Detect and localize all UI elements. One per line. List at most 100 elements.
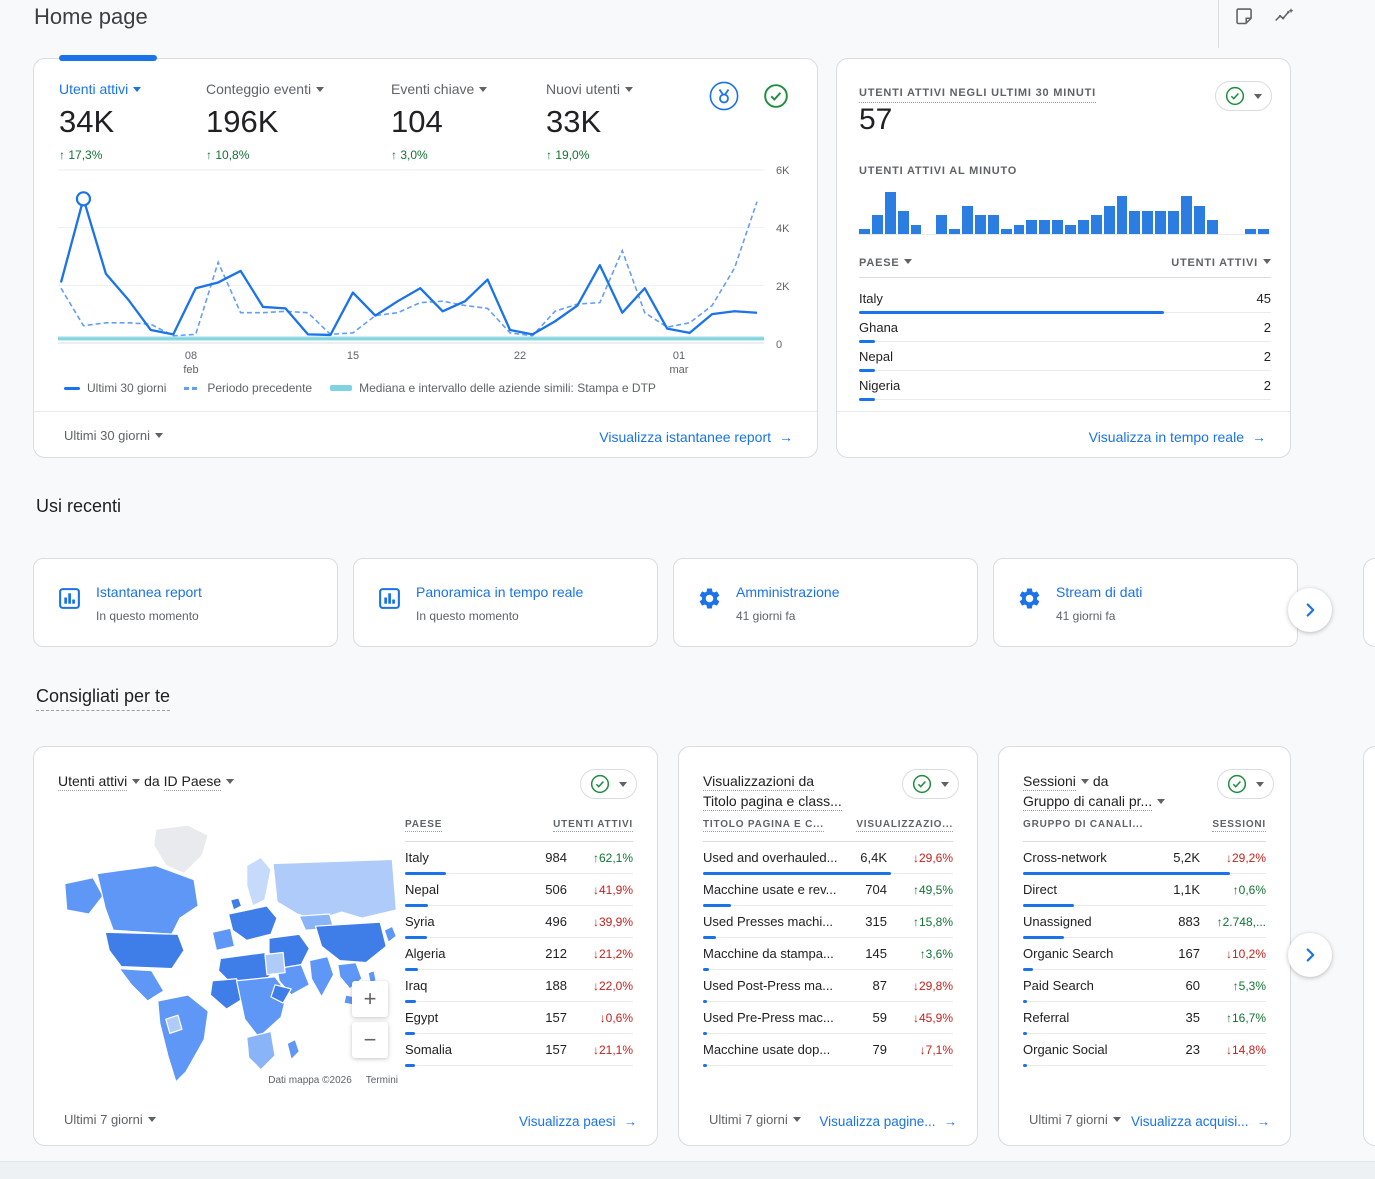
map-zoom-in-button[interactable]: +	[352, 981, 388, 1017]
country-name: Nepal	[859, 348, 893, 364]
metric-event-count[interactable]: Conteggio eventi 196K ↑ 10,8%	[206, 81, 356, 162]
minute-bar	[859, 229, 870, 234]
check-circle-icon[interactable]	[763, 83, 789, 109]
recent-carousel-next-button[interactable]	[1288, 588, 1332, 632]
table-row: Egypt 157 ↓0,6%	[405, 1002, 633, 1035]
row-label: Iraq	[405, 978, 428, 993]
column-sessions[interactable]: SESSIONI	[1212, 819, 1266, 832]
row-delta: ↑16,7%	[1225, 1010, 1266, 1025]
column-active-users[interactable]: UTENTI ATTIVI	[553, 819, 633, 832]
row-label: Unassigned	[1023, 914, 1092, 929]
value-bar	[859, 398, 876, 401]
value-bar	[859, 340, 876, 343]
date-range-selector[interactable]: Ultimi 30 giorni	[64, 428, 163, 443]
map-zoom-out-button[interactable]: −	[352, 1022, 388, 1058]
recent-card-title[interactable]: Stream di dati	[1056, 584, 1143, 600]
channels-card-title[interactable]: Sessioni da Gruppo di canali pr...	[1023, 771, 1166, 811]
recommended-carousel-next-button[interactable]	[1288, 933, 1332, 977]
row-label: Algeria	[405, 946, 446, 961]
row-label: Paid Search	[1023, 978, 1094, 993]
column-channel-group[interactable]: GRUPPO DI CANALI...	[1023, 819, 1144, 830]
completed-check-pill[interactable]	[902, 769, 959, 799]
metric-key-events[interactable]: Eventi chiave 104 ↑ 3,0%	[391, 81, 541, 162]
realtime-title: UTENTI ATTIVI NEGLI ULTIMI 30 MINUTI	[859, 87, 1096, 103]
value-bar	[703, 936, 716, 939]
recent-card-title[interactable]: Istantanea report	[96, 584, 202, 600]
row-value: 1,1K	[1173, 882, 1200, 897]
metric-selector: Nuovi utenti	[546, 81, 696, 97]
recent-card-realtime-overview[interactable]: Panoramica in tempo reale In questo mome…	[353, 558, 658, 647]
table-row: Ghana 2	[859, 313, 1271, 343]
x-axis-tick: 22	[513, 350, 527, 362]
view-realtime-link[interactable]: Visualizza in tempo reale →	[1088, 429, 1266, 445]
minute-bar	[897, 210, 909, 234]
column-page-title[interactable]: TITOLO PAGINA E C...	[703, 819, 824, 832]
geo-card-title[interactable]: Utenti attivi da ID Paese	[58, 771, 235, 791]
row-delta: ↓29,8%	[912, 978, 953, 993]
row-value: 704	[865, 882, 887, 897]
date-range-selector[interactable]: Ultimi 7 giorni	[1029, 1112, 1121, 1127]
row-delta: ↓41,9%	[592, 882, 633, 897]
column-views[interactable]: VISUALIZZAZIO...	[856, 819, 953, 832]
row-value: 6,4K	[860, 850, 887, 865]
recent-card-admin[interactable]: Amministrazione 41 giorni fa	[673, 558, 978, 647]
divider	[34, 411, 817, 412]
chevron-right-icon	[1306, 603, 1315, 617]
benchmarking-icon[interactable]	[709, 81, 739, 111]
y-axis-tick: 6K	[776, 165, 790, 177]
y-axis-tick: 2K	[776, 281, 790, 293]
world-map[interactable]: + − Dati mappa ©2026 Termini	[54, 821, 402, 1089]
metric-active-users[interactable]: Utenti attivi 34K ↑ 17,3%	[59, 81, 209, 162]
pages-table: Used and overhauled... 6,4K ↓29,6% Macchine…	[703, 842, 953, 1067]
insights-icon[interactable]	[1273, 6, 1295, 27]
row-label: Syria	[405, 914, 435, 929]
completed-check-pill[interactable]	[580, 769, 637, 799]
recent-card-reports-snapshot[interactable]: Istantanea report In questo momento	[33, 558, 338, 647]
recent-card-title[interactable]: Amministrazione	[736, 584, 840, 600]
geo-card: Utenti attivi da ID Paese	[33, 746, 658, 1146]
column-country[interactable]: PAESE	[405, 819, 443, 832]
view-countries-link[interactable]: Visualizza paesi →	[518, 1114, 637, 1129]
country-value: 2	[1263, 348, 1271, 364]
x-axis-tick: 08 feb	[183, 350, 199, 376]
country-name: Ghana	[859, 319, 899, 335]
channels-card: Sessioni da Gruppo di canali pr... GRUPP…	[998, 746, 1291, 1146]
completed-check-pill[interactable]	[1215, 81, 1272, 111]
column-active-users[interactable]: UTENTI ATTIVI	[1171, 257, 1271, 269]
date-range-selector[interactable]: Ultimi 7 giorni	[64, 1112, 156, 1127]
check-circle-icon	[1225, 86, 1245, 106]
recent-card-data-stream[interactable]: Stream di dati 41 giorni fa	[993, 558, 1298, 647]
minute-bar	[1065, 224, 1076, 234]
value-bar	[1023, 1032, 1027, 1035]
note-icon[interactable]	[1234, 6, 1255, 27]
minute-bar	[1077, 219, 1089, 234]
minute-bar	[1013, 224, 1025, 234]
report-snapshot-icon	[57, 586, 82, 616]
minute-bar	[1155, 210, 1166, 234]
pages-card-title[interactable]: Visualizzazioni da Titolo pagina e class…	[703, 773, 842, 811]
row-value: 59	[872, 1010, 887, 1025]
check-circle-icon	[590, 774, 610, 794]
view-pages-link[interactable]: Visualizza pagine... →	[819, 1114, 957, 1129]
row-label: Nepal	[405, 882, 439, 897]
recent-card-subtitle: In questo momento	[96, 609, 199, 623]
minute-bar	[1026, 219, 1038, 234]
row-value: 883	[1178, 914, 1200, 929]
value-bar	[405, 1064, 416, 1067]
metric-new-users[interactable]: Nuovi utenti 33K ↑ 19,0%	[546, 81, 696, 162]
minute-bar	[1206, 219, 1218, 234]
row-value: 79	[872, 1042, 887, 1057]
completed-check-pill[interactable]	[1217, 769, 1274, 799]
x-axis-tick: 01 mar	[669, 350, 689, 376]
row-value: 5,2K	[1173, 850, 1200, 865]
divider	[837, 411, 1290, 412]
view-acquisition-link[interactable]: Visualizza acquisi... →	[1130, 1114, 1270, 1129]
date-range-selector[interactable]: Ultimi 7 giorni	[709, 1112, 801, 1127]
view-reports-snapshot-link[interactable]: Visualizza istantanee report →	[599, 429, 793, 445]
table-row: Iraq 188 ↓22,0%	[405, 970, 633, 1003]
recent-card-title[interactable]: Panoramica in tempo reale	[416, 584, 584, 600]
row-value: 212	[545, 946, 567, 961]
map-terms-link[interactable]: Termini	[365, 1075, 398, 1086]
table-row: Used Presses machi... 315 ↑15,8%	[703, 906, 953, 939]
column-country[interactable]: PAESE	[859, 257, 913, 269]
